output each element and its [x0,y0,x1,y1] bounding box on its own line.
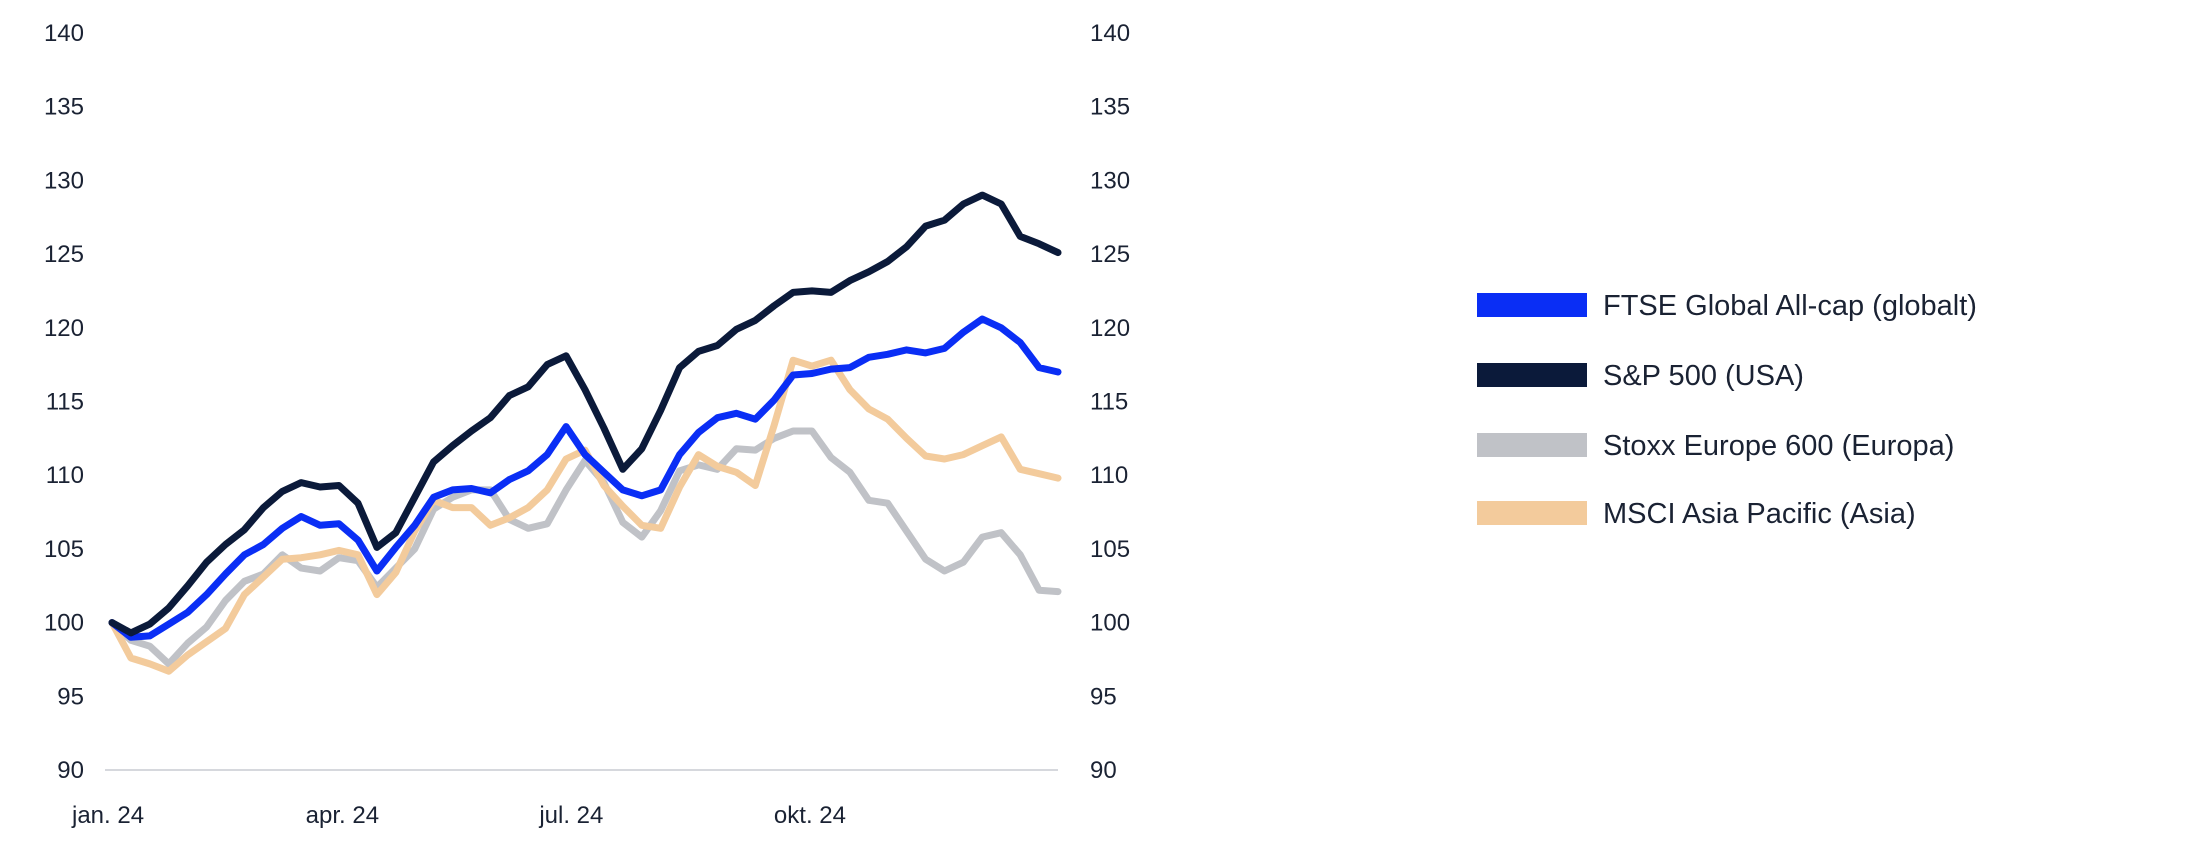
series-line-s-p-500-usa [108,191,1062,637]
x-tick-label: jul. 24 [538,802,603,829]
legend-label-msci-asia: MSCI Asia Pacific (Asia) [1603,498,1916,530]
y-tick-label-left: 140 [44,20,84,47]
legend-item-msci-asia: MSCI Asia Pacific (Asia) [1477,498,1916,530]
y-tick-label-left: 90 [57,757,84,784]
y-tick-label-right: 95 [1090,683,1117,710]
y-tick-label-left: 95 [57,683,84,710]
y-axis-left: 140 135 130 125 120 115 110 105 100 95 90 [44,20,84,784]
y-tick-label-right: 130 [1090,167,1130,194]
y-tick-label-right: 140 [1090,20,1130,47]
legend-swatch-sp500 [1477,363,1587,387]
y-tick-label-left: 125 [44,241,84,268]
legend-swatch-ftse-global [1477,293,1587,317]
y-tick-label-right: 100 [1090,610,1130,637]
legend-swatch-msci-asia [1477,501,1587,525]
series-line-ftse-global-all-cap-globalt [108,315,1062,641]
y-tick-label-right: 115 [1090,389,1128,416]
legend-item-sp500: S&P 500 (USA) [1477,360,1804,392]
legend-label-stoxx-europe: Stoxx Europe 600 (Europa) [1603,430,1954,462]
y-tick-label-right: 90 [1090,757,1117,784]
y-tick-label-right: 110 [1090,462,1128,489]
x-tick-label: jan. 24 [71,802,144,829]
y-tick-label-left: 105 [44,536,84,563]
x-tick-label: apr. 24 [306,802,379,829]
y-tick-label-left: 130 [44,167,84,194]
y-axis-right: 140 135 130 125 120 115 110 105 100 95 90 [1090,20,1130,784]
series-lines [108,191,1062,675]
y-tick-label-left: 100 [44,610,84,637]
legend-item-stoxx-europe: Stoxx Europe 600 (Europa) [1477,430,1954,462]
y-tick-label-left: 135 [44,94,84,121]
legend-item-ftse-global: FTSE Global All-cap (globalt) [1477,290,1977,322]
y-tick-label-right: 105 [1090,536,1130,563]
y-tick-label-left: 120 [44,315,84,342]
x-axis: jan. 24 apr. 24 jul. 24 okt. 24 [71,802,846,829]
y-tick-label-left: 110 [46,462,84,489]
y-tick-label-right: 125 [1090,241,1130,268]
legend-swatch-stoxx-europe [1477,433,1587,457]
legend: FTSE Global All-cap (globalt) S&P 500 (U… [1477,290,1977,530]
x-tick-label: okt. 24 [774,802,846,829]
y-tick-label-right: 120 [1090,315,1130,342]
y-tick-label-left: 115 [46,389,84,416]
legend-label-ftse-global: FTSE Global All-cap (globalt) [1603,290,1977,322]
y-tick-label-right: 135 [1090,94,1130,121]
legend-label-sp500: S&P 500 (USA) [1603,360,1804,392]
